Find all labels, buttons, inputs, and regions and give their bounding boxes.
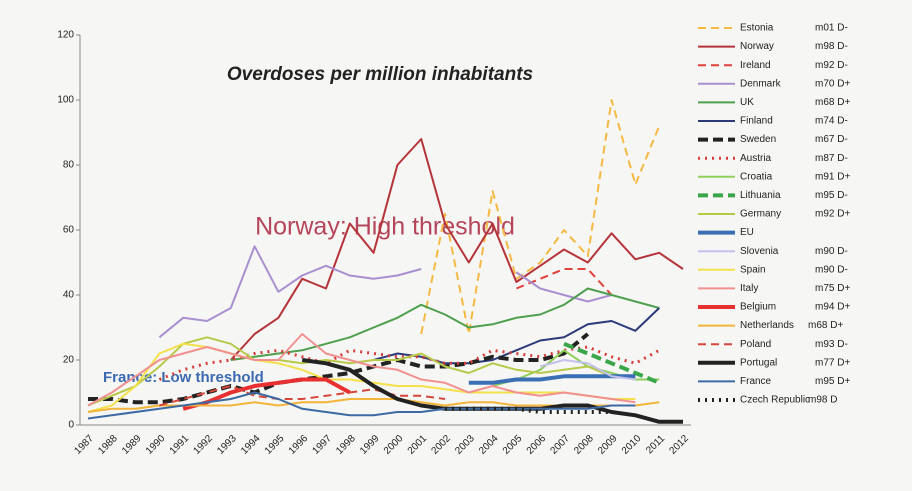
series-line: [158, 245, 612, 339]
y-tick-label: 40: [63, 290, 75, 301]
legend-label: Slovenia: [740, 246, 779, 257]
series-line: [420, 99, 661, 335]
legend-code: m95 D-: [815, 190, 848, 201]
legend-label: UK: [740, 97, 754, 108]
legend-label: Norway: [740, 41, 774, 52]
legend-label: Austria: [740, 153, 772, 164]
legend-code: m93 D-: [815, 339, 848, 350]
legend-code: m68 D+: [815, 97, 850, 108]
series-line: [182, 377, 351, 411]
legend-label: Lithuania: [740, 190, 781, 201]
legend-code: m74 D-: [815, 116, 848, 127]
legend-code: m95 D+: [815, 376, 850, 387]
legend-label: Germany: [740, 209, 781, 220]
legend-label: Portugal: [740, 357, 777, 368]
series-line: [468, 374, 636, 385]
annotation: France: Low threshold: [103, 369, 264, 386]
legend-label: EU: [740, 227, 754, 238]
legend-label: Czech Republic: [740, 395, 810, 406]
legend-code: m67 D-: [815, 134, 848, 145]
legend-code: m75 D+: [815, 283, 850, 294]
legend-code: m77 D+: [815, 357, 850, 368]
y-tick-label: 0: [68, 420, 74, 431]
legend-label: Ireland: [740, 60, 771, 71]
legend-label: France: [740, 376, 772, 387]
legend-code: m92 D-: [815, 60, 848, 71]
legend-label: Estonia: [740, 23, 774, 34]
legend-label: Sweden: [740, 134, 776, 145]
series-line: [230, 138, 684, 361]
legend-label: Denmark: [740, 78, 782, 89]
legend-label: Italy: [740, 283, 758, 294]
legend-label: Spain: [740, 264, 766, 275]
series-line: [230, 287, 660, 361]
y-tick-label: 60: [63, 225, 75, 236]
legend-code: m91 D+: [815, 171, 850, 182]
legend-label: Belgium: [740, 302, 776, 313]
legend-code: m68 D+: [808, 320, 843, 331]
y-tick-label: 20: [63, 355, 75, 366]
legend-code: m98 D: [808, 395, 837, 406]
series-line: [539, 359, 636, 381]
series-line: [563, 341, 660, 385]
legend-code: m87 D-: [815, 153, 848, 164]
legend-label: Poland: [740, 339, 771, 350]
legend-code: m94 D+: [815, 302, 850, 313]
series-line: [87, 342, 636, 413]
y-tick-label: 100: [57, 95, 74, 106]
series-line: [88, 332, 590, 405]
series-line: [159, 385, 446, 407]
chart-title: Overdoses per million inhabitants: [227, 64, 533, 85]
legend-code: m92 D+: [815, 209, 850, 220]
legend-code: m90 D-: [815, 246, 848, 257]
legend-code: m90 D-: [815, 264, 848, 275]
series-line: [87, 391, 636, 420]
legend-label: Netherlands: [740, 320, 794, 331]
legend-code: m70 D+: [815, 78, 850, 89]
legend-code: m98 D-: [815, 41, 848, 52]
y-tick-label: 80: [63, 160, 75, 171]
legend-code: m01 D-: [815, 23, 848, 34]
legend-label: Finland: [740, 116, 773, 127]
annotation: Norway: High threshold: [255, 213, 515, 241]
series-line: [373, 307, 660, 365]
series-line: [87, 333, 636, 407]
legend-label: Croatia: [740, 171, 773, 182]
y-tick-label: 120: [57, 30, 74, 41]
series-line: [87, 336, 636, 407]
